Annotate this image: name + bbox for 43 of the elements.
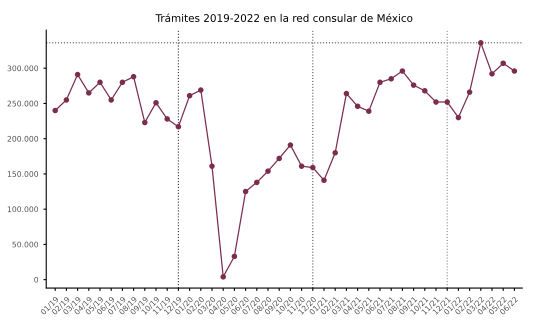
point [209, 163, 215, 169]
point [198, 87, 204, 93]
point [288, 142, 294, 148]
point [265, 168, 271, 174]
point [400, 68, 406, 74]
point [433, 99, 439, 105]
point [120, 80, 126, 86]
point [310, 164, 316, 170]
point [422, 88, 428, 94]
point [164, 116, 170, 122]
point [377, 80, 383, 86]
point [186, 92, 192, 98]
point [489, 71, 495, 77]
point [332, 150, 338, 156]
point [354, 103, 360, 110]
point [176, 124, 182, 130]
point [254, 180, 260, 186]
point [366, 108, 372, 114]
point [86, 90, 92, 96]
point [321, 177, 327, 184]
point [410, 82, 416, 88]
point [276, 156, 282, 162]
point [456, 114, 462, 120]
point [108, 97, 114, 103]
point [97, 80, 103, 86]
point [74, 72, 80, 78]
point [512, 68, 518, 74]
point [232, 254, 238, 260]
point [130, 74, 136, 80]
point [298, 163, 304, 169]
point [142, 120, 148, 126]
point [478, 40, 484, 46]
point [153, 100, 159, 106]
point [500, 60, 506, 66]
point [242, 188, 248, 194]
point [466, 89, 472, 95]
point [388, 76, 394, 82]
point [52, 108, 58, 114]
point [344, 90, 350, 96]
chart-title: Trámites 2019-2022 en la red consular de México [155, 13, 412, 22]
point [220, 274, 226, 280]
point [64, 97, 70, 103]
point [444, 99, 450, 105]
